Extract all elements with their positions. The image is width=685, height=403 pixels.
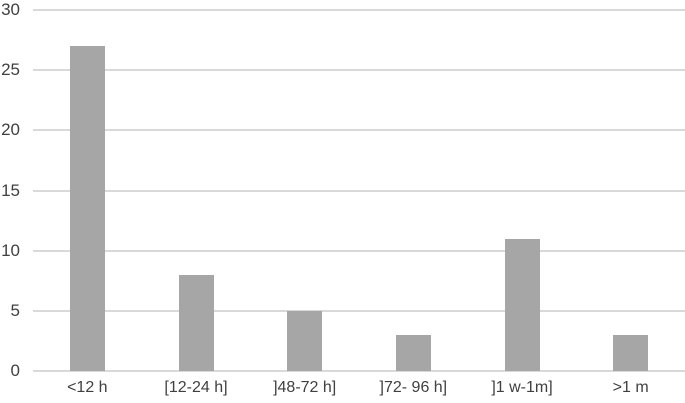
y-tick-label: 0 [10, 361, 20, 380]
y-tick-label: 15 [1, 180, 20, 200]
gridline [33, 189, 685, 192]
y-tick-label: 20 [1, 120, 20, 140]
gridline [33, 9, 685, 11]
x-axis-line [33, 370, 685, 372]
gridline [33, 69, 685, 72]
x-tick-label: ]72- 96 h] [379, 379, 448, 396]
x-tick-label: ]1 w-1m] [491, 379, 553, 396]
bar [178, 274, 214, 371]
gridline [33, 249, 685, 252]
y-tick-label: 25 [1, 60, 20, 80]
y-tick-label: 5 [10, 300, 20, 320]
bar [613, 334, 649, 371]
gridline [33, 309, 685, 312]
x-tick-label: ]48-72 h] [273, 379, 337, 396]
x-tick-label: [12-24 h] [164, 379, 228, 396]
bar [69, 46, 105, 371]
bar [504, 238, 540, 371]
gridline [33, 129, 685, 132]
bar [395, 334, 431, 371]
bar [287, 310, 323, 371]
x-tick-label: <12 h [67, 379, 108, 396]
y-tick-label: 10 [1, 240, 20, 260]
x-tick-label: >1 m [612, 379, 649, 396]
y-tick-label: 30 [1, 0, 20, 19]
